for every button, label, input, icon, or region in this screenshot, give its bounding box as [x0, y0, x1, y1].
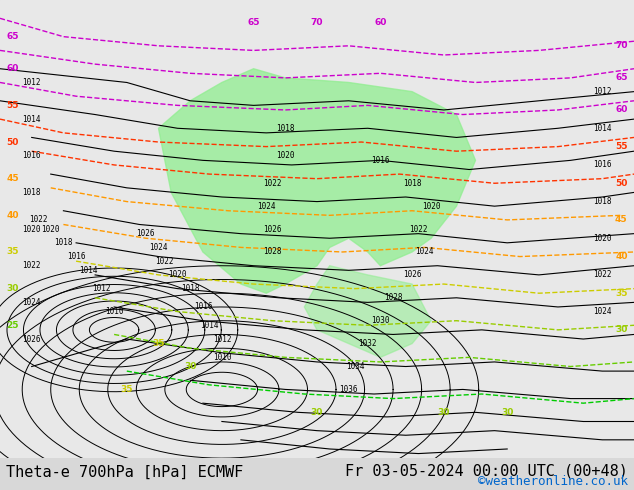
- Text: 70: 70: [615, 41, 628, 50]
- Text: 30: 30: [6, 284, 19, 293]
- Text: 1028: 1028: [263, 247, 282, 256]
- Text: 1024: 1024: [593, 307, 612, 316]
- Text: 1014: 1014: [593, 124, 612, 133]
- Text: 1018: 1018: [593, 197, 612, 206]
- Text: 1032: 1032: [358, 339, 377, 348]
- Text: 1036: 1036: [339, 385, 358, 394]
- Text: 1014: 1014: [200, 321, 219, 330]
- Text: 1026: 1026: [136, 229, 155, 238]
- Text: 30: 30: [501, 408, 514, 417]
- Text: ©weatheronline.co.uk: ©weatheronline.co.uk: [477, 475, 628, 489]
- Text: 65: 65: [6, 32, 19, 41]
- Text: 50: 50: [615, 179, 628, 188]
- Text: 1016: 1016: [22, 151, 41, 160]
- Text: 1026: 1026: [22, 335, 41, 343]
- Text: 30: 30: [615, 325, 628, 334]
- Text: 1028: 1028: [384, 294, 403, 302]
- Text: 1018: 1018: [181, 284, 200, 293]
- Text: 1020: 1020: [168, 270, 187, 279]
- Text: 35: 35: [152, 339, 165, 348]
- Text: 35: 35: [120, 385, 133, 394]
- Text: 35: 35: [6, 247, 19, 256]
- Text: 45: 45: [615, 216, 628, 224]
- Text: 1026: 1026: [263, 224, 282, 234]
- Text: 1016: 1016: [371, 156, 390, 165]
- Text: 1012: 1012: [212, 335, 231, 343]
- Text: 1022: 1022: [29, 216, 48, 224]
- Text: 1022: 1022: [409, 224, 428, 234]
- Text: 55: 55: [615, 142, 628, 151]
- Text: 1010: 1010: [105, 307, 124, 316]
- Text: 1012: 1012: [22, 78, 41, 87]
- Text: 60: 60: [374, 19, 387, 27]
- Text: Fr 03-05-2024 00:00 UTC (00+48): Fr 03-05-2024 00:00 UTC (00+48): [345, 464, 628, 478]
- Text: 1022: 1022: [263, 179, 282, 188]
- Text: 1018: 1018: [276, 124, 295, 133]
- Text: 1020: 1020: [422, 202, 441, 211]
- Text: 30: 30: [437, 408, 450, 417]
- Text: 25: 25: [6, 321, 19, 330]
- Text: 1026: 1026: [403, 270, 422, 279]
- Text: 1012: 1012: [92, 284, 111, 293]
- Text: 1024: 1024: [149, 243, 168, 252]
- Text: 40: 40: [6, 211, 19, 220]
- Text: 1020: 1020: [593, 234, 612, 243]
- Text: 70: 70: [311, 19, 323, 27]
- Text: 1016: 1016: [193, 302, 212, 312]
- Polygon shape: [304, 266, 431, 357]
- Text: Theta-e 700hPa [hPa] ECMWF: Theta-e 700hPa [hPa] ECMWF: [6, 465, 243, 480]
- Text: 1030: 1030: [371, 316, 390, 325]
- Text: 30: 30: [311, 408, 323, 417]
- Text: 1012: 1012: [593, 87, 612, 96]
- Text: 1016: 1016: [67, 252, 86, 261]
- Text: 1014: 1014: [79, 266, 98, 275]
- Text: 1010: 1010: [212, 353, 231, 362]
- Text: 1034: 1034: [346, 362, 365, 371]
- Text: 60: 60: [6, 64, 19, 73]
- Text: 1016: 1016: [593, 160, 612, 170]
- Text: 1024: 1024: [257, 202, 276, 211]
- Text: 50: 50: [6, 138, 19, 147]
- Text: 65: 65: [247, 19, 260, 27]
- Text: 1018: 1018: [403, 179, 422, 188]
- Text: 60: 60: [615, 105, 628, 115]
- Text: 1022: 1022: [593, 270, 612, 279]
- Text: 1018: 1018: [22, 188, 41, 197]
- Text: 1022: 1022: [22, 261, 41, 270]
- Text: 1014: 1014: [22, 115, 41, 123]
- Text: 1018: 1018: [54, 238, 73, 247]
- Text: 1022: 1022: [155, 257, 174, 266]
- Text: 55: 55: [6, 101, 19, 110]
- Text: 1020: 1020: [41, 224, 60, 234]
- Text: 1024: 1024: [22, 298, 41, 307]
- Text: 45: 45: [6, 174, 19, 183]
- Polygon shape: [158, 69, 476, 293]
- Text: 1020: 1020: [276, 151, 295, 160]
- Text: 65: 65: [615, 74, 628, 82]
- Text: 40: 40: [615, 252, 628, 261]
- Text: 1024: 1024: [415, 247, 434, 256]
- Text: 1020: 1020: [22, 224, 41, 234]
- Text: 30: 30: [184, 362, 197, 371]
- Text: 35: 35: [615, 289, 628, 298]
